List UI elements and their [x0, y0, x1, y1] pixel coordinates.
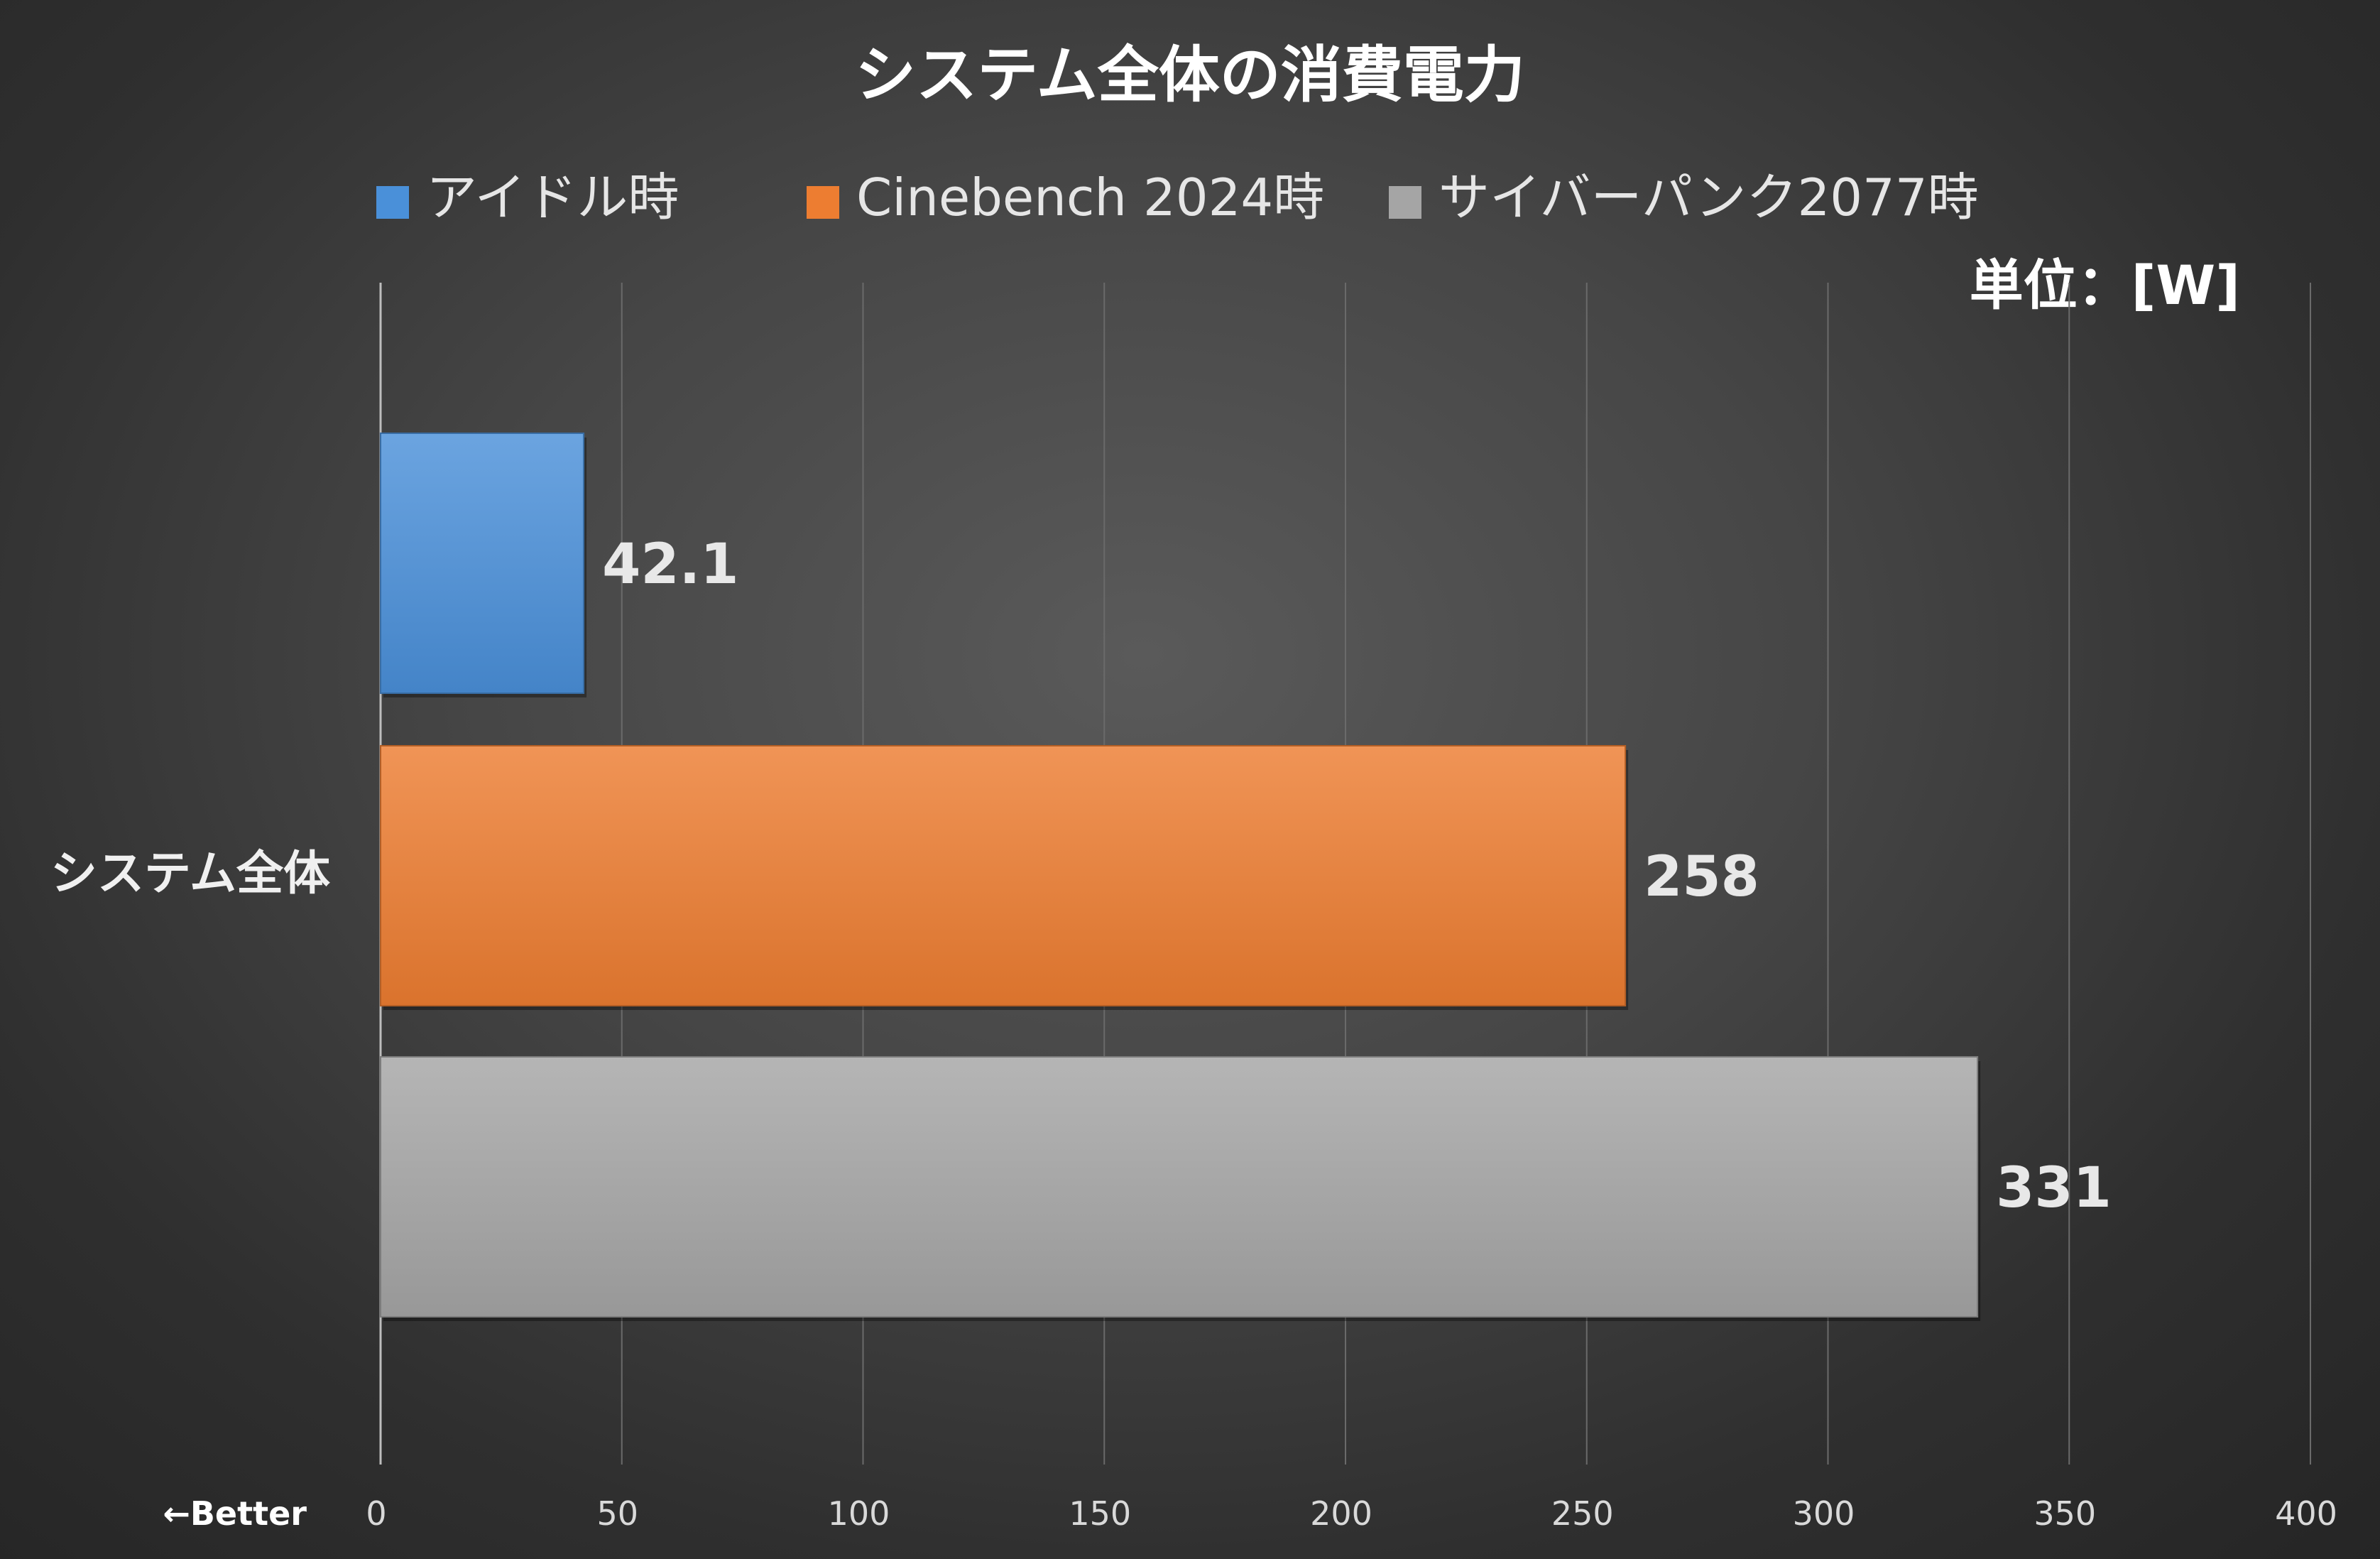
legend-label-cinebench: Cinebench 2024時	[856, 168, 1324, 227]
legend: アイドル時 Cinebench 2024時 サイバーパンク2077時	[376, 168, 1979, 227]
bar-cyberpunk	[380, 1056, 1979, 1318]
value-labels: 42.1 258 331	[602, 533, 2112, 1220]
unit-label: 単位：[W]	[1970, 254, 2240, 317]
x-tick-label-150: 150	[1069, 1494, 1131, 1533]
x-tick-label-300: 300	[1793, 1494, 1855, 1533]
x-tick-label-400: 400	[2275, 1494, 2337, 1533]
chart-title: システム全体の消費電力	[855, 40, 1524, 111]
legend-swatch-cinebench	[807, 186, 839, 219]
x-tick-label-250: 250	[1551, 1494, 1614, 1533]
bar-idle	[380, 433, 585, 694]
x-tick-label-100: 100	[828, 1494, 890, 1533]
category-label: システム全体	[50, 846, 330, 901]
legend-label-idle: アイドル時	[426, 168, 679, 227]
value-label-idle: 42.1	[602, 533, 738, 597]
bar-cinebench	[380, 745, 1627, 1006]
legend-label-cyberpunk: サイバーパンク2077時	[1439, 168, 1979, 227]
value-label-cyberpunk: 331	[1996, 1156, 2112, 1220]
x-tick-label-350: 350	[2034, 1494, 2096, 1533]
bars	[380, 433, 1981, 1321]
x-tick-label-0: 0	[366, 1494, 386, 1533]
x-tick-labels: 0 50 100 150 200 250 300 350 400	[366, 1494, 2337, 1533]
better-label: ←Better	[163, 1494, 307, 1533]
x-tick-label-200: 200	[1310, 1494, 1372, 1533]
legend-swatch-cyberpunk	[1389, 186, 1421, 219]
legend-swatch-idle	[376, 186, 409, 219]
x-tick-label-50: 50	[596, 1494, 638, 1533]
value-label-cinebench: 258	[1644, 845, 1759, 909]
